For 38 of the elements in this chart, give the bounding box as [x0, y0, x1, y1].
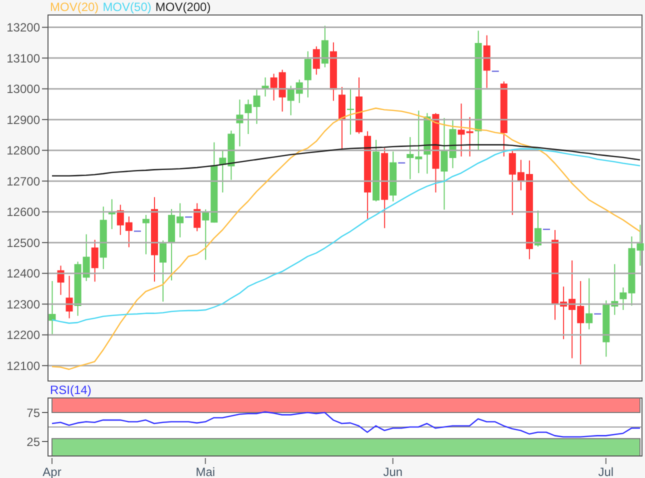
y-tick-label: 12500: [6, 236, 40, 250]
y-tick-label: 13000: [6, 82, 40, 96]
y-tick-label: 12200: [6, 328, 40, 342]
y-tick-label: 25: [26, 434, 40, 449]
x-tick-label: Jul: [598, 465, 614, 478]
x-tick-label: Mai: [196, 465, 216, 478]
text: MOV(20): [50, 0, 99, 14]
candlestick: [108, 198, 116, 230]
y-tick-label: 12600: [6, 205, 40, 220]
candlestick: [160, 240, 167, 302]
candlestick: [194, 202, 201, 232]
line-series: [51, 144, 641, 177]
text: MOV(200): [155, 0, 211, 14]
line-series: [51, 411, 641, 438]
y-tick-label: 13100: [6, 51, 40, 66]
y-tick-label: 12400: [6, 266, 40, 281]
candlestick: [253, 89, 260, 124]
candlestick: [142, 214, 150, 255]
candlestick: [91, 239, 98, 282]
y-tick-label: 75: [26, 406, 40, 420]
x-tick-label: Jun: [383, 465, 403, 478]
candlestick: [534, 210, 542, 248]
y-tick-label: 12700: [6, 174, 40, 188]
y-tick-label: 12800: [6, 144, 40, 158]
candlestick: [66, 275, 73, 319]
candlestick: [304, 50, 312, 98]
y-tick-label: 12300: [6, 297, 40, 312]
text: RSI(14): [50, 383, 92, 397]
y-tick-label: 13200: [6, 20, 40, 35]
candlestick: [440, 118, 448, 210]
y-tick-label: 12100: [6, 358, 40, 373]
candlestick: [244, 99, 252, 135]
candlestick: [312, 46, 320, 76]
line-series: [51, 108, 641, 370]
candlestick: [586, 278, 593, 330]
candlestick: [321, 25, 328, 68]
y-tick-label: 12900: [6, 112, 40, 127]
text: MOV(50): [102, 0, 152, 14]
